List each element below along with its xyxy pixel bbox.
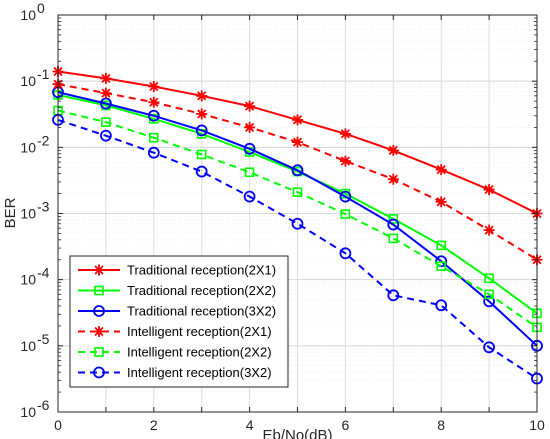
asterisk-marker [483,184,495,196]
legend: Traditional reception(2X1) Traditional re… [69,255,289,388]
y-tick-label-exponent: -5 [37,331,50,347]
circle-marker [243,190,256,203]
legend-label: Intelligent reception(2X1) [127,324,272,339]
circle-marker [339,247,352,260]
legend-item: Intelligent reception(2X2) [78,345,272,360]
circle-marker [483,341,496,354]
square-marker [244,167,255,178]
series-line [57,118,538,380]
x-tick-label: 6 [342,417,350,433]
y-axis-title: BER [2,197,19,228]
circle-marker [387,289,400,302]
series-line [57,109,538,329]
y-tick-label: 10 [20,73,36,89]
legend-item: Intelligent reception(3X2) [78,365,272,380]
square-marker [292,187,303,197]
asterisk-marker [244,121,256,133]
circle-marker [483,295,496,308]
asterisk-marker [387,173,399,185]
y-tick-label-exponent: -6 [37,397,50,413]
ticks [57,14,538,413]
square-marker [340,209,351,219]
y-tick-label: 10 [20,7,36,23]
asterisk-marker [148,81,160,93]
square-marker [101,117,111,127]
legend-label: Traditional reception(2X1) [127,263,276,278]
asterisk-marker [387,144,399,156]
circle-marker [435,255,448,268]
legend-item: Traditional reception(3X2) [78,304,276,319]
series-5 [53,105,542,333]
circle-marker [93,366,105,379]
asterisk-marker [93,264,105,276]
circle-marker [243,142,256,155]
circle-marker [291,217,304,230]
legend-item: Intelligent reception(2X1) [78,324,272,339]
x-tick-label: 2 [150,417,158,433]
x-tick-label: 10 [529,417,545,433]
y-tick-label: 10 [20,338,36,354]
circle-marker [339,190,352,203]
square-marker [94,285,104,296]
circle-marker [435,299,448,312]
legend-item: Traditional reception(2X1) [78,263,276,278]
circle-marker [147,109,160,122]
circle-marker [195,165,208,178]
asterisk-marker [483,224,495,236]
x-axis-title: Eb/No(dB) [262,427,332,439]
circle-marker [93,305,105,317]
asterisk-marker [292,114,303,126]
circle-marker [291,164,304,177]
asterisk-marker [435,164,447,176]
asterisk-marker [100,87,112,99]
series-line [57,93,538,315]
legend-label: Intelligent reception(2X2) [127,345,272,360]
legend-label: Traditional reception(3X2) [127,304,276,319]
asterisk-marker [196,90,208,102]
y-tick-label: 10 [20,206,36,222]
asterisk-marker [435,196,447,208]
y-tick-label: 10 [20,139,36,155]
y-tick-label: 10 [20,272,36,288]
legend-box [69,255,289,388]
legend-label: Intelligent reception(3X2) [127,365,272,380]
circle-marker [100,129,112,142]
square-marker [196,149,207,160]
square-marker [436,261,447,271]
circle-marker [147,146,160,159]
asterisk-marker [148,96,160,108]
square-marker [388,233,399,244]
asterisk-marker [339,155,351,167]
circle-marker [387,218,400,231]
square-marker [149,132,159,143]
y-tick-label: 10 [20,404,36,420]
square-marker [436,240,447,251]
asterisk-marker [93,326,105,337]
asterisk-marker [339,128,351,140]
y-tick-label-exponent: -2 [37,132,50,148]
y-tick-label-exponent: -1 [37,66,50,82]
asterisk-marker [292,136,303,148]
asterisk-marker [100,72,112,84]
square-marker [484,273,494,284]
x-tick-label: 0 [54,417,62,433]
square-marker [388,214,399,224]
legend-label: Traditional reception(2X2) [127,283,276,298]
y-tick-label-exponent: 0 [37,0,45,16]
square-marker [94,347,104,357]
asterisk-marker [244,100,256,112]
x-tick-label: 8 [437,417,445,433]
x-tick-label: 4 [246,417,254,433]
y-tick-label-exponent: -3 [37,199,50,215]
circle-marker [195,124,208,137]
square-marker [484,289,494,300]
legend-item: Traditional reception(2X2) [78,283,276,298]
y-tick-label-exponent: -4 [37,265,50,281]
asterisk-marker [196,108,208,120]
